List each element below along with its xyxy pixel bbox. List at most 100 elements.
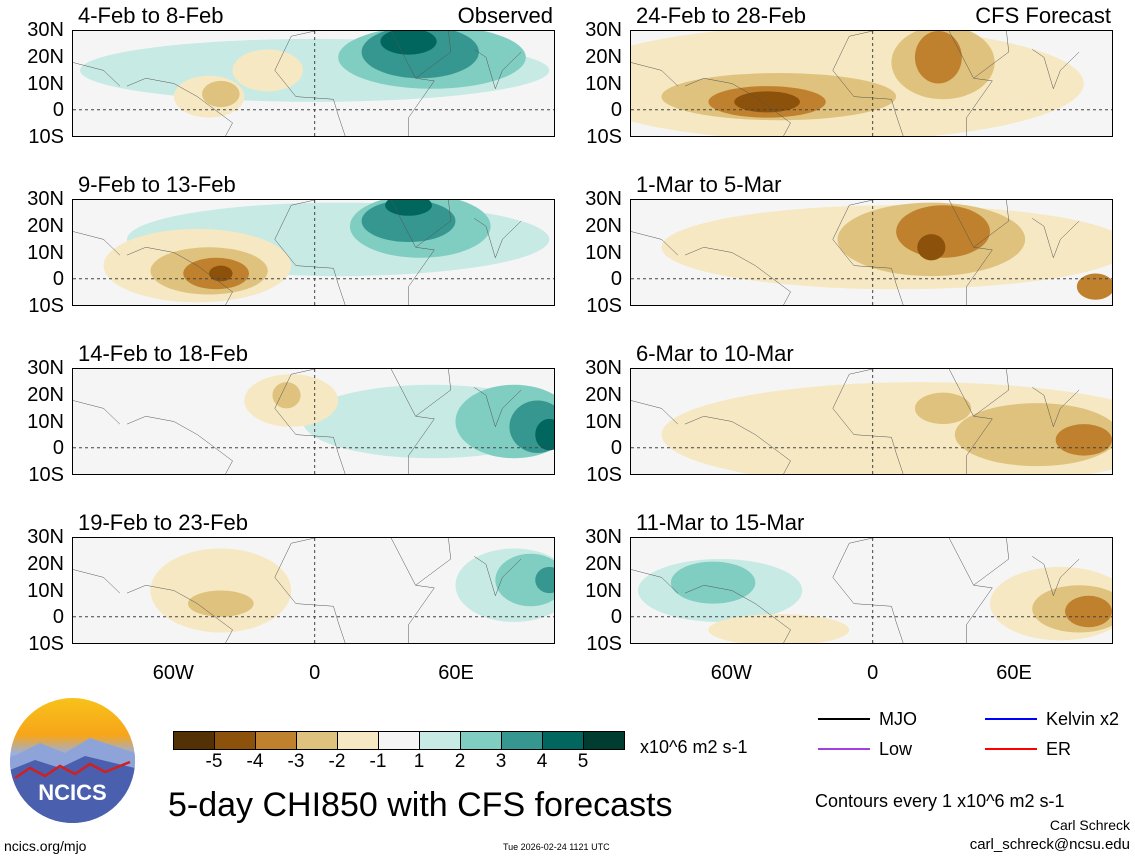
- map-panel: [630, 537, 1113, 644]
- anomaly-contour: [202, 80, 240, 108]
- colorbar-label: 4: [536, 751, 548, 772]
- panel-title: 1-Mar to 5-Mar: [636, 172, 782, 197]
- lat-tick-label: 0: [610, 268, 622, 291]
- lat-tick-label: 20N: [585, 552, 622, 575]
- lat-tick-label: 10N: [27, 410, 64, 433]
- lat-tick-label: 10S: [586, 295, 622, 317]
- coastline-asia: [974, 369, 1080, 427]
- legend-label: ER: [1046, 739, 1072, 759]
- lat-tick-label: 30N: [27, 357, 64, 379]
- lat-tick-label: 20N: [585, 214, 622, 237]
- lat-tick-label: 10N: [27, 72, 64, 95]
- colorbar-swatch: [256, 732, 297, 749]
- colorbar-label: -5: [205, 751, 223, 772]
- lat-tick-label: 20N: [27, 552, 64, 575]
- coastline-asia: [974, 200, 1080, 258]
- lat-tick-label: 30N: [585, 188, 622, 210]
- lat-tick-label: 10S: [586, 126, 622, 148]
- coastline-asia: [416, 369, 522, 427]
- legend-label: MJO: [879, 709, 917, 729]
- lat-tick-label: 30N: [27, 526, 64, 548]
- panel-title: 4-Feb to 8-Feb: [78, 3, 224, 28]
- ncics-logo: NCICS: [10, 698, 135, 823]
- colorbar: [173, 731, 625, 750]
- colorbar-swatch: [461, 732, 502, 749]
- legend-line: [985, 718, 1037, 720]
- logo-text: NCICS: [38, 780, 107, 805]
- colorbar-label: -2: [328, 751, 346, 772]
- colorbar-swatch: [215, 732, 256, 749]
- coastline-africa: [275, 369, 435, 474]
- anomaly-contour: [385, 200, 432, 216]
- lat-tick-label: 10N: [27, 241, 64, 264]
- map-panel: [72, 368, 555, 475]
- lat-tick-label: 30N: [585, 526, 622, 548]
- anomaly-contour: [272, 382, 301, 409]
- panel-title: 9-Feb to 13-Feb: [78, 172, 236, 197]
- colorbar-swatch: [584, 732, 624, 749]
- colorbar-swatch: [420, 732, 461, 749]
- anomaly-contour: [917, 234, 946, 261]
- coastline-africa: [833, 31, 993, 136]
- map-panel: [630, 368, 1113, 475]
- coastline-africa: [275, 200, 435, 305]
- coastline-americas: [631, 401, 791, 475]
- anomaly-contour: [150, 548, 292, 633]
- anomaly-contour: [914, 31, 962, 84]
- lon-tick-label: 60W: [710, 662, 752, 684]
- lat-tick-label: 10S: [586, 464, 622, 486]
- author: Carl Schreck: [1049, 817, 1130, 833]
- coastline-asia: [416, 200, 522, 258]
- legend-line: [985, 748, 1037, 750]
- lat-tick-label: 0: [610, 437, 622, 460]
- lat-tick-label: 10S: [28, 126, 64, 148]
- lon-tick-label: 0: [867, 662, 879, 684]
- anomaly-contour: [380, 31, 437, 55]
- anomaly-contour: [209, 265, 233, 282]
- coastline-americas: [631, 570, 791, 644]
- lat-tick-label: 0: [52, 268, 64, 291]
- legend-line: [818, 748, 870, 750]
- lat-tick-label: 10N: [585, 579, 622, 602]
- lon-tick-label: 60W: [152, 662, 194, 684]
- coastline-americas: [631, 232, 791, 306]
- panel-title: 11-Mar to 15-Mar: [636, 510, 805, 535]
- colorbar-swatch: [338, 732, 379, 749]
- colorbar-swatch: [297, 732, 338, 749]
- coastline-asia: [416, 31, 522, 89]
- anomaly-contour: [734, 91, 800, 113]
- anomaly-contour: [1055, 424, 1112, 456]
- colorbar-label: -4: [246, 751, 264, 772]
- lat-tick-label: 20N: [585, 45, 622, 68]
- panel-title: 14-Feb to 18-Feb: [78, 341, 248, 366]
- lat-tick-label: 10N: [585, 410, 622, 433]
- map-panel: [72, 30, 555, 137]
- anomaly-contour: [1076, 273, 1112, 300]
- anomaly-contour: [670, 561, 756, 604]
- colorbar-label: 5: [577, 751, 589, 772]
- coastline-asia: [974, 538, 1080, 596]
- anomaly-contour: [914, 392, 972, 425]
- lat-tick-label: 30N: [585, 357, 622, 379]
- legend-label: Kelvin x2: [1046, 709, 1120, 729]
- anomaly-contour: [187, 590, 254, 617]
- lat-tick-label: 10N: [585, 72, 622, 95]
- anomaly-contour: [361, 200, 456, 242]
- coastline-americas: [73, 63, 233, 137]
- lat-tick-label: 20N: [585, 383, 622, 406]
- coastline-asia: [416, 538, 522, 596]
- anomaly-contour: [1065, 595, 1112, 628]
- lat-tick-label: 10N: [27, 579, 64, 602]
- coastline-africa: [833, 538, 993, 643]
- site-link[interactable]: ncics.org/mjo: [4, 838, 87, 854]
- anomaly-contour: [535, 566, 554, 594]
- lat-tick-label: 30N: [27, 19, 64, 41]
- coastline-americas: [631, 63, 791, 137]
- legend-line: [818, 718, 870, 720]
- lat-tick-label: 30N: [27, 188, 64, 210]
- anomaly-contour: [535, 418, 554, 451]
- map-panel: [630, 199, 1113, 306]
- colorbar-label: 1: [413, 751, 425, 772]
- email-link[interactable]: carl_schreck@ncsu.edu: [969, 836, 1130, 853]
- colorbar-swatch: [379, 732, 420, 749]
